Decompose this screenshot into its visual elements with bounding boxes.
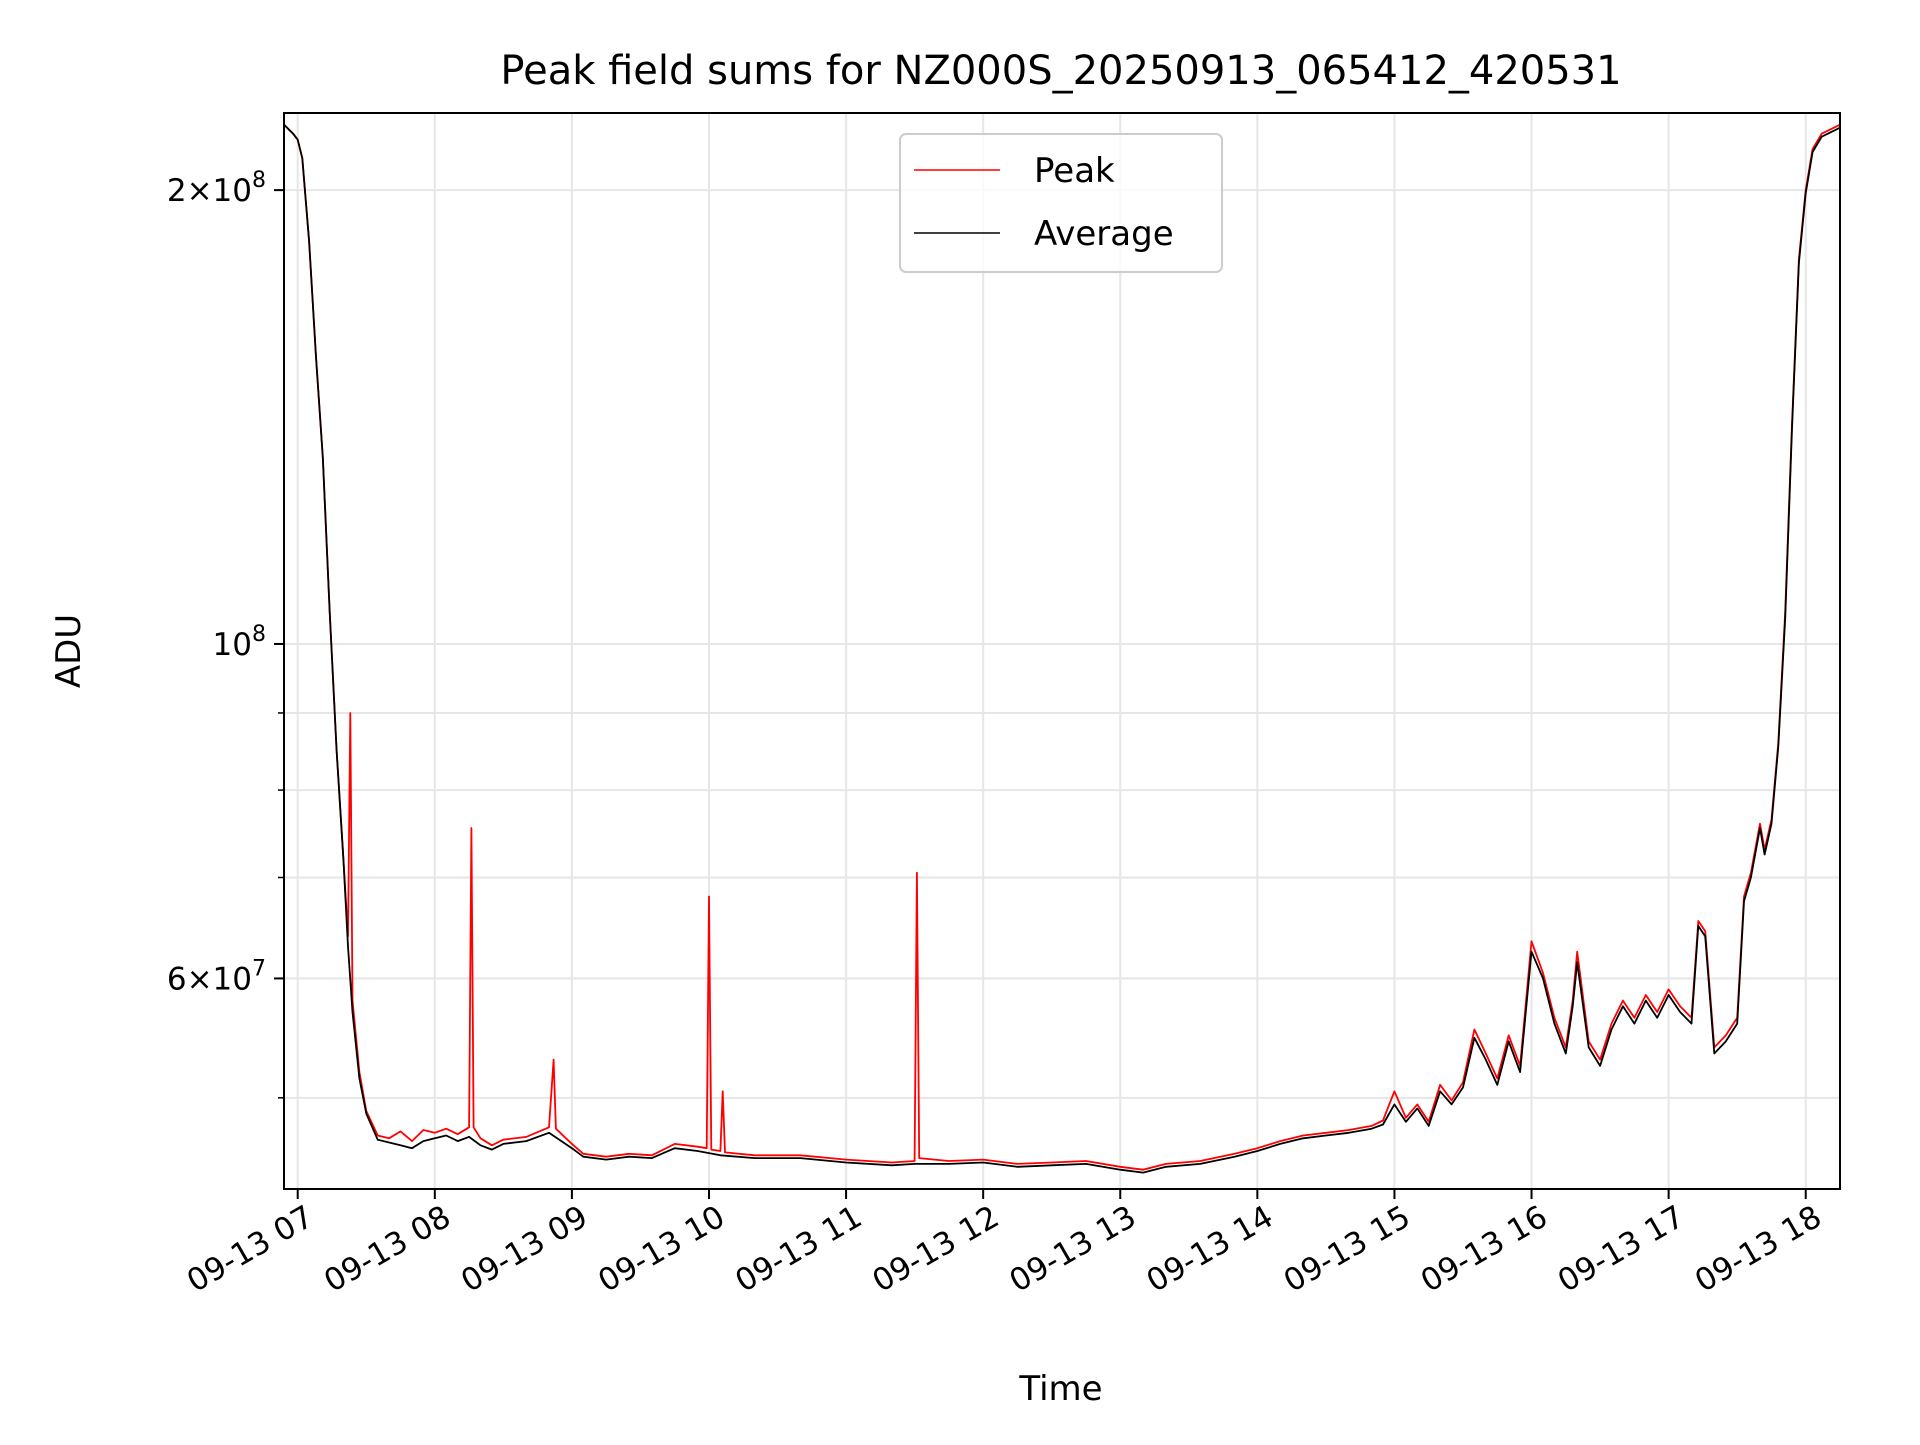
y-tick-label: 2×108 (167, 168, 266, 209)
series-layer (283, 123, 1841, 1174)
y-axis-label: ADU (49, 614, 89, 688)
plot-frame (283, 112, 1841, 1190)
legend-label-peak: Peak (1034, 151, 1115, 191)
legend-label-average: Average (1034, 214, 1174, 254)
series-line-peak (283, 123, 1841, 1171)
legend: Peak Average (899, 133, 1223, 273)
chart-title: Peak field sums for NZ000S_20250913_0654… (500, 48, 1621, 94)
series-line-average (283, 124, 1841, 1174)
x-axis-label: Time (1018, 1369, 1102, 1409)
y-tick-label: 108 (213, 622, 266, 663)
y-tick-label: 6×107 (167, 956, 266, 997)
y-axis: 6×107 108 2×108 (167, 168, 284, 1099)
legend-box (899, 133, 1223, 273)
